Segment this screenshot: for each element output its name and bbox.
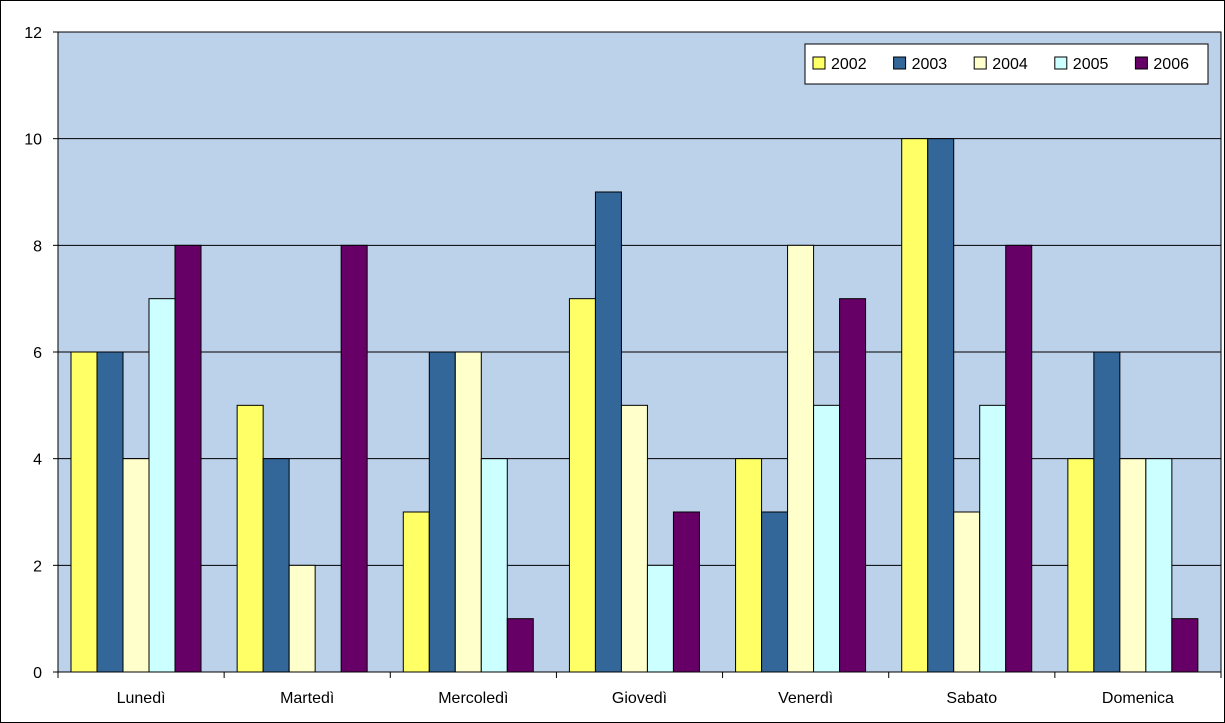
bar-2006-4 <box>672 511 700 673</box>
bar-2004-1 <box>122 458 150 673</box>
bar-2005-1 <box>148 298 176 673</box>
legend-label-2005: 2005 <box>1073 56 1109 73</box>
bar-2004-6 <box>953 511 981 673</box>
x-axis-ticks: Lunedì Martedì Mercoledì Giovedì Venerdì Saba… <box>57 672 1222 707</box>
bar-2006-1 <box>174 244 202 673</box>
bar-2004-2 <box>288 564 316 673</box>
bar-2003-2 <box>262 458 290 673</box>
bar-2002-7 <box>1067 458 1095 673</box>
y-tick-label: 2 <box>33 558 42 575</box>
x-tick-label: Giovedì <box>612 690 667 707</box>
x-tick-label: Mercoledì <box>438 690 508 707</box>
bar-2006-6 <box>1005 244 1033 673</box>
bar-2004-5 <box>787 244 815 673</box>
bars <box>70 138 1199 673</box>
bar-2003-1 <box>96 351 124 673</box>
legend-swatch-2003 <box>893 56 907 70</box>
legend-swatch-2002 <box>812 56 826 70</box>
x-tick-label: Venerdì <box>778 690 833 707</box>
legend-swatch-2005 <box>1054 56 1068 70</box>
bar-2002-6 <box>901 138 929 673</box>
bar-2003-5 <box>761 511 789 673</box>
bar-2003-3 <box>428 351 456 673</box>
bar-2006-5 <box>839 298 867 673</box>
legend-swatch-2004 <box>973 56 987 70</box>
bar-2004-7 <box>1119 458 1147 673</box>
y-tick-label: 0 <box>33 665 42 682</box>
bar-2005-4 <box>646 564 674 673</box>
x-tick-label: Sabato <box>946 690 997 707</box>
x-tick-label: Martedì <box>280 690 334 707</box>
x-tick-label: Domenica <box>1102 690 1174 707</box>
y-tick-label: 8 <box>33 238 42 255</box>
legend-label-2002: 2002 <box>831 56 867 73</box>
y-tick-label: 4 <box>33 452 42 469</box>
legend-swatch-2006 <box>1134 56 1148 70</box>
bar-2002-1 <box>70 351 98 673</box>
legend-label-2003: 2003 <box>912 56 948 73</box>
bar-2006-7 <box>1171 618 1199 673</box>
bar-2002-2 <box>236 404 264 673</box>
y-tick-label: 6 <box>33 345 42 362</box>
legend-label-2004: 2004 <box>992 56 1028 73</box>
bar-2005-3 <box>480 458 508 673</box>
y-axis-ticks: 0 2 4 6 8 10 12 <box>24 25 58 682</box>
bar-2005-5 <box>813 404 841 673</box>
y-tick-label: 10 <box>24 132 42 149</box>
bar-2002-3 <box>402 511 430 673</box>
bar-2003-6 <box>927 138 955 673</box>
bar-2006-2 <box>340 244 368 673</box>
bar-2005-6 <box>979 404 1007 673</box>
bar-2003-7 <box>1093 351 1121 673</box>
bar-2004-3 <box>454 351 482 673</box>
bar-2002-4 <box>568 298 596 673</box>
bar-2002-5 <box>735 458 763 673</box>
bar-2003-4 <box>594 191 622 673</box>
bar-2004-4 <box>620 404 648 673</box>
bar-2006-3 <box>506 618 534 673</box>
x-tick-label: Lunedì <box>117 690 166 707</box>
legend: 2002 2003 2004 2005 2006 <box>804 43 1209 85</box>
bar-2005-7 <box>1145 458 1173 673</box>
y-tick-label: 12 <box>24 25 42 42</box>
legend-label-2006: 2006 <box>1153 56 1189 73</box>
